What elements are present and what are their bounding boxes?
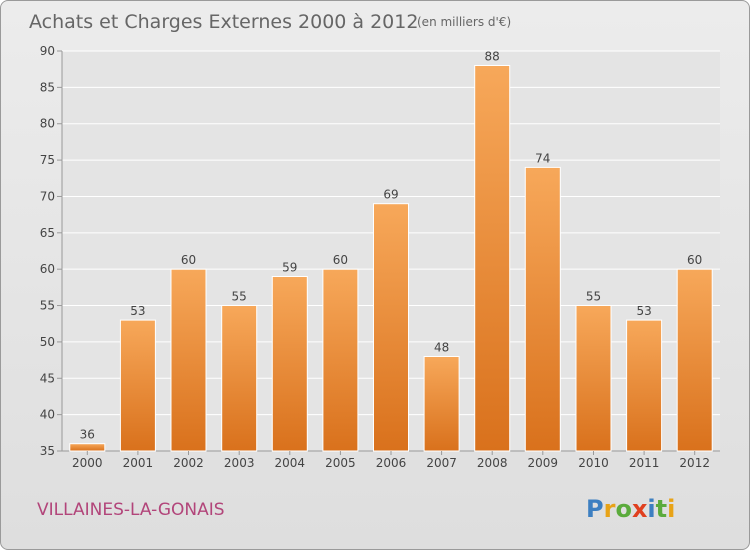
- bar-2008: [474, 65, 511, 452]
- bar-2012: [676, 268, 713, 452]
- data-label-2001: 53: [130, 304, 145, 318]
- commune-name: VILLAINES-LA-GONAIS: [37, 500, 225, 520]
- x-tick-label-2001: 2001: [123, 456, 154, 470]
- bar-2002: [170, 268, 207, 452]
- logo-letter: i: [667, 495, 675, 523]
- data-label-2002: 60: [181, 253, 196, 267]
- bar-2010: [575, 305, 612, 452]
- bar-2000: [69, 443, 106, 452]
- bar-2005: [322, 268, 359, 452]
- x-tick-label-2009: 2009: [528, 456, 559, 470]
- y-tick-label: 50: [40, 335, 55, 349]
- data-label-2008: 88: [485, 50, 500, 64]
- y-tick-label: 70: [40, 189, 55, 203]
- data-label-2004: 59: [282, 261, 297, 275]
- bar-2003: [221, 305, 258, 452]
- x-tick-label-2007: 2007: [426, 456, 457, 470]
- y-tick-label: 80: [40, 117, 55, 131]
- x-tick-label-2008: 2008: [477, 456, 508, 470]
- logo-letter: o: [615, 495, 632, 523]
- data-label-2003: 55: [232, 290, 247, 304]
- bar-2001: [119, 319, 156, 452]
- x-tick-label-2011: 2011: [629, 456, 660, 470]
- y-tick-label: 85: [40, 80, 55, 94]
- y-tick-label: 60: [40, 262, 55, 276]
- y-tick-label: 40: [40, 408, 55, 422]
- chart-title: Achats et Charges Externes 2000 à 2012: [29, 11, 418, 33]
- data-label-2000: 36: [80, 428, 95, 442]
- x-tick-label-2005: 2005: [325, 456, 356, 470]
- y-tick-label: 75: [40, 153, 55, 167]
- x-tick-label-2004: 2004: [275, 456, 306, 470]
- y-tick-label: 35: [40, 444, 55, 458]
- proxiti-logo: Proxiti: [586, 495, 675, 523]
- plot-area: 35 40 45 50 55 60 65 70 75 80 85 90 36 2000 53 2001 60 20…: [40, 44, 720, 470]
- bar-2004: [271, 276, 308, 452]
- y-tick-label: 45: [40, 371, 55, 385]
- logo-letter: P: [586, 495, 604, 523]
- bar-2006: [373, 203, 409, 452]
- bar-2009: [524, 166, 561, 452]
- logo-letter: r: [604, 495, 616, 523]
- logo-letter: t: [656, 495, 667, 523]
- x-tick-label-2012: 2012: [679, 456, 710, 470]
- x-tick-label-2010: 2010: [578, 456, 609, 470]
- logo-letter: i: [647, 495, 655, 523]
- bar-2011: [626, 319, 663, 452]
- bar-2007: [423, 356, 460, 452]
- data-label-2011: 53: [636, 304, 651, 318]
- y-tick-label: 65: [40, 226, 55, 240]
- x-tick-label-2000: 2000: [72, 456, 103, 470]
- y-tick-label: 55: [40, 299, 55, 313]
- y-tick-label: 90: [40, 44, 55, 58]
- data-label-2007: 48: [434, 341, 449, 355]
- x-tick-label-2002: 2002: [173, 456, 204, 470]
- chart-subtitle: (en milliers d'€): [417, 15, 511, 29]
- data-label-2012: 60: [687, 253, 702, 267]
- logo-letter: x: [632, 495, 648, 523]
- data-label-2009: 74: [535, 151, 550, 165]
- x-tick-label-2006: 2006: [376, 456, 407, 470]
- data-label-2010: 55: [586, 290, 601, 304]
- x-tick-label-2003: 2003: [224, 456, 255, 470]
- data-label-2005: 60: [333, 253, 348, 267]
- data-label-2006: 69: [383, 188, 398, 202]
